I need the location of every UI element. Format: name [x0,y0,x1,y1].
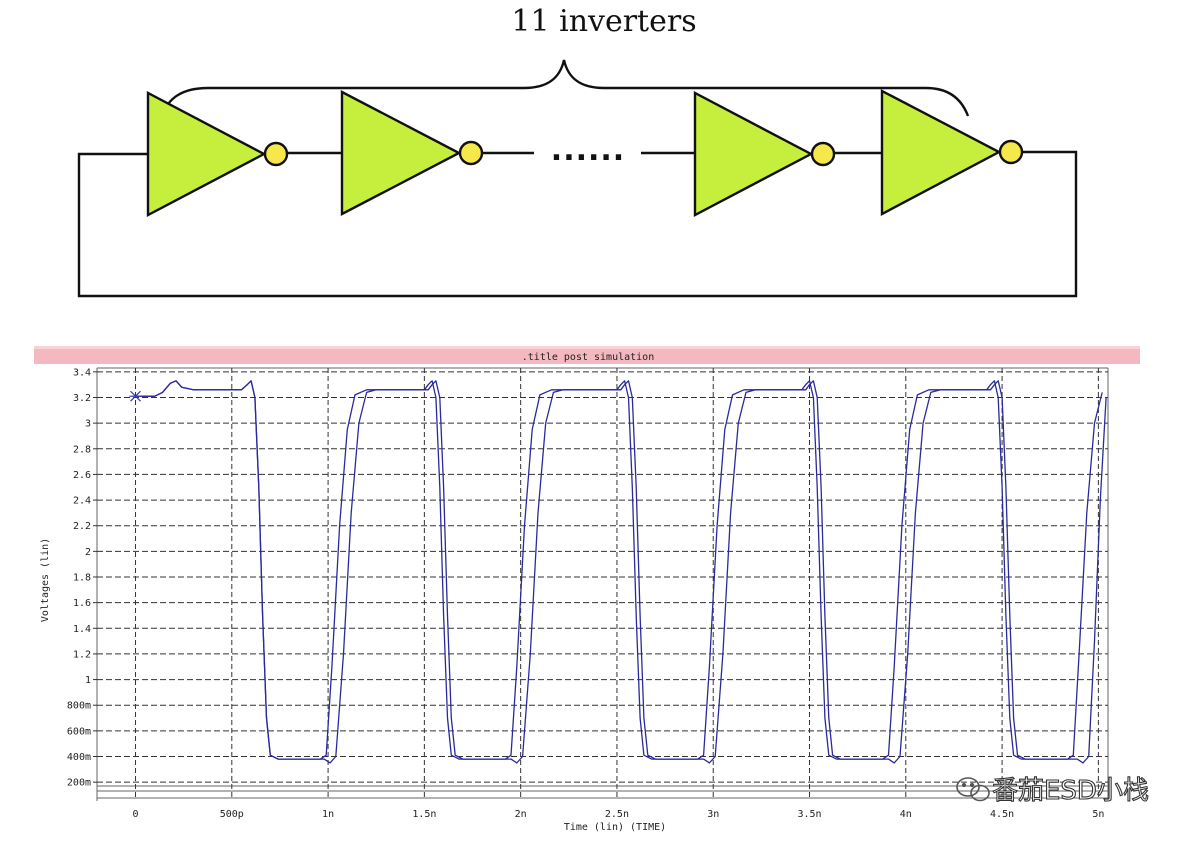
x-tick-label: 4.5n [990,809,1014,820]
inverter-triangle [880,89,1002,216]
inverter-gate-10 [693,91,836,217]
inverter-bubble [263,141,289,167]
y-tick-label: 1.2 [73,649,91,660]
inverter-gate-2 [340,90,484,216]
y-tick-label: 200m [67,778,91,789]
sim-titlebar-edge [34,346,1140,349]
waveform-series-2 [135,380,1103,760]
inverter-triangle [146,91,267,217]
curly-brace [160,59,970,117]
start-marker-icon [129,390,142,402]
plot-frame [96,367,1109,801]
y-tick-label: 800m [67,701,91,712]
wechat-icon [956,777,990,802]
y-tick-label: 3.2 [73,393,91,404]
y-tick-label: 2.2 [73,521,91,532]
ellipsis: ...... [551,133,625,168]
y-tick-label: 2 [85,547,91,558]
x-tick-label: 500p [220,809,244,820]
inverter-gate-11 [880,89,1024,216]
sim-titlebar [34,346,1140,364]
series-lines [135,380,1107,764]
inverter-bubble [998,139,1024,165]
y-tick-label: 1 [85,675,91,686]
x-tick-label: 5n [1092,809,1104,820]
x-tick-label: 3.5n [797,809,821,820]
y-tick-label: 600m [67,726,91,737]
post-simulation-waveform: .title post simulation 200m 400m 600m 800m 1… [34,346,1150,833]
y-tick-label: 3.4 [73,367,91,378]
y-tick-label: 2.4 [73,496,91,507]
y-tick-label: 2.8 [73,444,91,455]
inverter-triangle [693,91,814,217]
y-tick-label: 1.6 [73,598,91,609]
diagram-title: 11 inverters [511,4,696,39]
x-tick-label: 2.5n [605,809,629,820]
y-tick-label: 1.8 [73,573,91,584]
inverter-gate-1 [146,91,289,217]
y-tick-labels: 200m 400m 600m 800m 1 1.2 1.4 1.6 1.8 2 2.2 2.4 2.6 2… [67,367,91,788]
x-tick-label: 3n [707,809,719,820]
inverter-bubble [458,140,484,166]
y-tick-label: 1.4 [73,624,91,635]
ring-oscillator-diagram: 11 inverters ...... [77,4,1078,298]
y-tick-label: 3 [85,419,91,430]
x-tick-label: 2n [515,809,527,820]
x-tick-label: 1.5n [412,809,436,820]
grid [93,368,1108,798]
sim-titlebar-text: .title post simulation [522,352,654,363]
watermark: 番茄ESD小栈 [956,775,1150,807]
y-tick-label: 400m [67,752,91,763]
y-tick-label: 2.6 [73,470,91,481]
x-axis-label: Time (lin) (TIME) [564,822,666,833]
x-tick-labels: 0 500p 1n 1.5n 2n 2.5n 3n 3.5n 4n 4.5n 5n [132,809,1104,820]
watermark-text: 番茄ESD小栈 [992,776,1149,806]
x-tick-label: 0 [132,809,138,820]
y-axis-label: Voltages (lin) [40,538,51,622]
x-tick-label: 4n [900,809,912,820]
inverter-triangle [340,90,462,216]
feedback-wire [77,150,1078,298]
inverter-bubble [810,141,836,167]
x-tick-label: 1n [322,809,334,820]
